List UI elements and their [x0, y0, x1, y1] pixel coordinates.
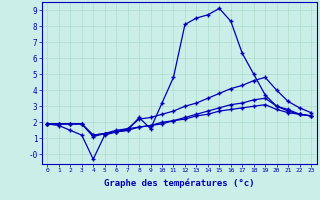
X-axis label: Graphe des températures (°c): Graphe des températures (°c)	[104, 179, 254, 188]
